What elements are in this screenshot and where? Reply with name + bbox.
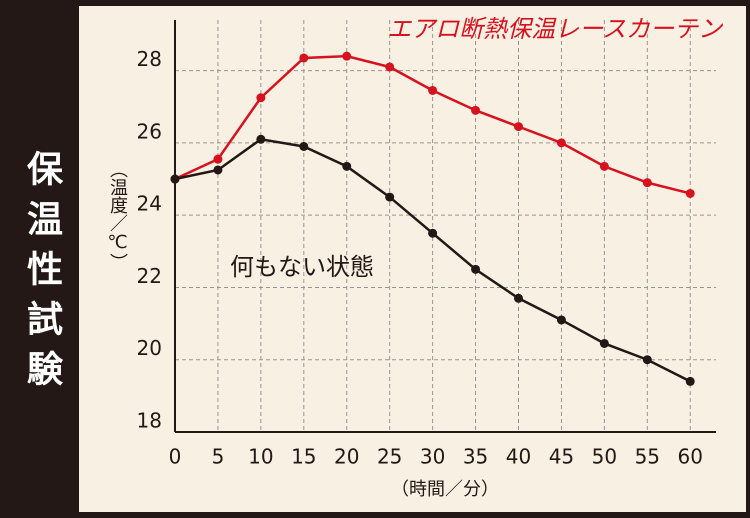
x-tick-label: 15: [291, 445, 316, 469]
point: [599, 161, 609, 171]
plot-background: [79, 6, 746, 512]
x-axis-label: （時間／分）: [391, 479, 499, 500]
point: [256, 134, 266, 144]
point: [299, 53, 309, 63]
y-tick-label: 24: [137, 192, 162, 216]
x-tick-label: 50: [592, 445, 617, 469]
point: [685, 188, 695, 198]
series-label: エアロ断熱保温レースカーテン: [387, 15, 724, 43]
point: [256, 93, 266, 103]
point: [428, 85, 438, 95]
point: [513, 122, 523, 132]
x-tick-label: 60: [678, 445, 703, 469]
point: [685, 376, 695, 386]
point: [513, 293, 523, 303]
series-label: 何もない状態: [230, 253, 374, 281]
point: [471, 105, 481, 115]
x-tick-label: 35: [463, 445, 488, 469]
point: [213, 154, 223, 164]
y-tick-label: 20: [137, 336, 162, 360]
point: [385, 62, 395, 72]
point: [556, 315, 566, 325]
point: [299, 141, 309, 151]
point: [342, 51, 352, 61]
point: [599, 338, 609, 348]
y-tick-label: 18: [137, 409, 162, 433]
x-tick-label: 25: [377, 445, 402, 469]
x-tick-label: 5: [212, 445, 225, 469]
point: [170, 174, 180, 184]
point: [342, 161, 352, 171]
y-tick-label: 22: [137, 264, 162, 288]
x-tick-label: 45: [549, 445, 574, 469]
point: [642, 178, 652, 188]
point: [642, 355, 652, 365]
x-tick-label: 0: [169, 445, 182, 469]
y-tick-label: 26: [137, 119, 162, 143]
point: [556, 138, 566, 148]
point: [428, 228, 438, 238]
y-tick-label: 28: [137, 47, 162, 71]
x-tick-label: 30: [420, 445, 445, 469]
y-axis-label: （温度／℃）: [107, 160, 128, 271]
x-tick-label: 55: [635, 445, 660, 469]
point: [213, 165, 223, 175]
point: [385, 192, 395, 202]
x-tick-label: 40: [506, 445, 531, 469]
x-tick-label: 10: [248, 445, 273, 469]
side-title: 保温性試験: [21, 150, 63, 400]
point: [471, 264, 481, 274]
x-tick-label: 20: [334, 445, 359, 469]
